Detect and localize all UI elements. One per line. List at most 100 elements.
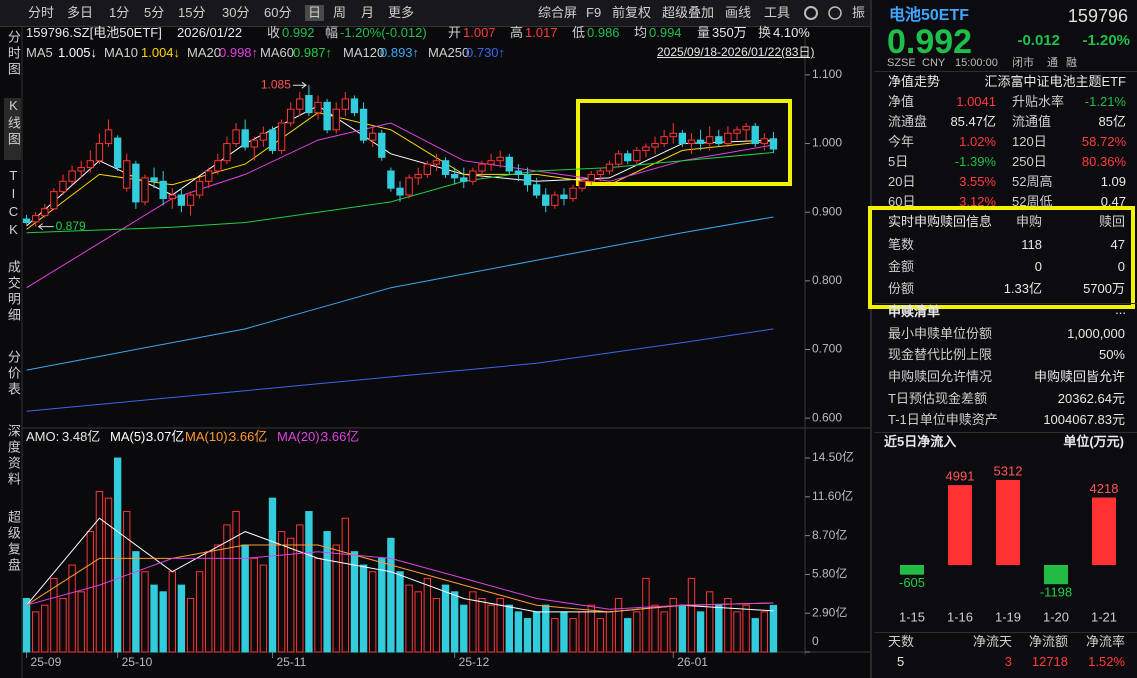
volume-bar — [605, 611, 614, 653]
row-value: 1,000,000 — [1067, 325, 1125, 341]
volume-bar — [332, 544, 340, 653]
row-label: 净值 — [888, 93, 915, 109]
period-tab[interactable]: 多日 — [67, 4, 94, 20]
tool-button[interactable]: 振 — [852, 4, 866, 20]
period-tab[interactable]: 日 — [305, 4, 325, 22]
volume-bar — [633, 611, 641, 653]
candle-body — [277, 122, 286, 151]
toolbar-bg — [0, 0, 870, 27]
row-label: 今年 — [888, 133, 915, 149]
field-value: 0.992 — [282, 24, 315, 40]
volume-bar — [441, 584, 450, 653]
period-tab[interactable]: 60分 — [264, 4, 292, 20]
tool-button[interactable]: F9 — [586, 4, 602, 20]
period-tab[interactable]: 周 — [333, 4, 347, 20]
side-tab[interactable]: 超级复盘 — [5, 510, 21, 574]
side-tab[interactable]: TICK — [5, 168, 21, 240]
volume-bar — [86, 531, 95, 653]
column-header: 赎回 — [1098, 213, 1125, 229]
candle-body — [150, 177, 158, 182]
candle-body — [605, 163, 614, 172]
more-button[interactable]: ... — [1115, 301, 1126, 317]
row-label: 流通值 — [1012, 113, 1052, 129]
candle-body — [715, 136, 723, 145]
inflow-bar — [996, 480, 1020, 565]
period-tab[interactable]: 月 — [361, 4, 375, 20]
candle-body — [195, 180, 204, 196]
field-label: 换 — [758, 24, 772, 40]
row-value: -1.39% — [954, 153, 996, 169]
period-tab[interactable]: 5分 — [144, 4, 165, 20]
tool-button[interactable]: 画线 — [725, 4, 752, 20]
row-label: 笔数 — [888, 236, 915, 252]
candle-body — [31, 215, 40, 223]
side-tab[interactable]: 深度资料 — [5, 424, 21, 488]
period-tab[interactable]: 分时 — [28, 4, 55, 20]
net-inflow-chart: -605 1-15 4991 1-16 5312 1-19 -1198 1-20 4218 1-2… — [899, 463, 1118, 624]
divider — [874, 432, 1137, 433]
tool-button[interactable]: 超级叠加 — [662, 4, 715, 20]
candle-body — [350, 98, 359, 114]
volume-bar — [724, 597, 732, 653]
volume-ma-line — [26, 551, 774, 610]
y-tick-label: 11.60亿 — [812, 488, 853, 503]
period-tab[interactable]: 30分 — [222, 4, 250, 20]
volume-bar — [450, 591, 459, 653]
volume-bar — [496, 597, 504, 653]
volume-bar — [642, 577, 650, 653]
row-label: 申购赎回允许情况 — [888, 368, 993, 384]
volume-bar — [487, 604, 495, 653]
row-value: 118 — [1021, 236, 1042, 252]
candle-body — [523, 173, 532, 186]
candle-body — [414, 173, 422, 179]
volume-bar — [760, 611, 769, 653]
legend-name: MA250 — [428, 44, 470, 60]
low-annotation: 0.879 — [56, 219, 86, 233]
volume-bar — [715, 604, 723, 653]
tool-button[interactable]: 综合屏 — [538, 4, 578, 20]
row-value: 5700万 — [1083, 280, 1125, 296]
tool-button[interactable]: 工具 — [764, 4, 791, 20]
candle-body — [259, 132, 268, 141]
unit-label: 单位(万元) — [1063, 433, 1124, 449]
row-value: 85亿 — [1098, 113, 1126, 129]
volume-bar — [277, 531, 286, 653]
volume-bar — [113, 457, 122, 653]
field-label: 高 — [510, 24, 524, 40]
volume-bar — [296, 524, 304, 653]
y-tick-label: 8.70亿 — [812, 527, 847, 542]
change: -0.012 — [1017, 32, 1060, 50]
ma-line — [26, 328, 774, 412]
period-tab[interactable]: 15分 — [178, 4, 206, 20]
divider — [874, 71, 1137, 72]
symbol: 159796.SZ[电池50ETF] — [26, 24, 162, 40]
candle-body — [59, 180, 67, 193]
volume-bar — [687, 577, 696, 653]
candle-body — [432, 160, 441, 165]
tool-button[interactable]: 前复权 — [612, 4, 652, 20]
date-label: 25-10 — [122, 655, 153, 669]
period-tab[interactable]: 1分 — [109, 4, 130, 20]
category-label: 1-20 — [1043, 609, 1069, 624]
candle-body — [733, 129, 741, 134]
field-value: 0.986 — [587, 24, 620, 40]
side-tab[interactable]: 成交明细 — [5, 260, 21, 324]
row-value: 1.33亿 — [1003, 280, 1042, 296]
volume-bar — [624, 618, 632, 653]
inflow-bar — [1044, 565, 1068, 585]
period-tab[interactable]: 更多 — [388, 4, 415, 20]
side-tab[interactable]: K线图 — [4, 98, 21, 160]
candle-body — [77, 167, 85, 172]
volume-bar — [432, 597, 441, 653]
candle-body — [751, 125, 759, 145]
side-tab[interactable]: 分价表 — [5, 350, 21, 398]
y-tick-label: 14.50亿 — [812, 449, 854, 464]
inflow-label: 5312 — [994, 463, 1023, 478]
quote-tag: 通 — [1047, 56, 1058, 69]
ma-line — [26, 152, 774, 234]
volume-bar — [31, 611, 40, 653]
side-tab[interactable]: 分时图 — [5, 30, 21, 78]
candle-body — [678, 132, 687, 145]
legend-name: MA20 — [187, 44, 221, 60]
candle-body — [624, 153, 632, 162]
